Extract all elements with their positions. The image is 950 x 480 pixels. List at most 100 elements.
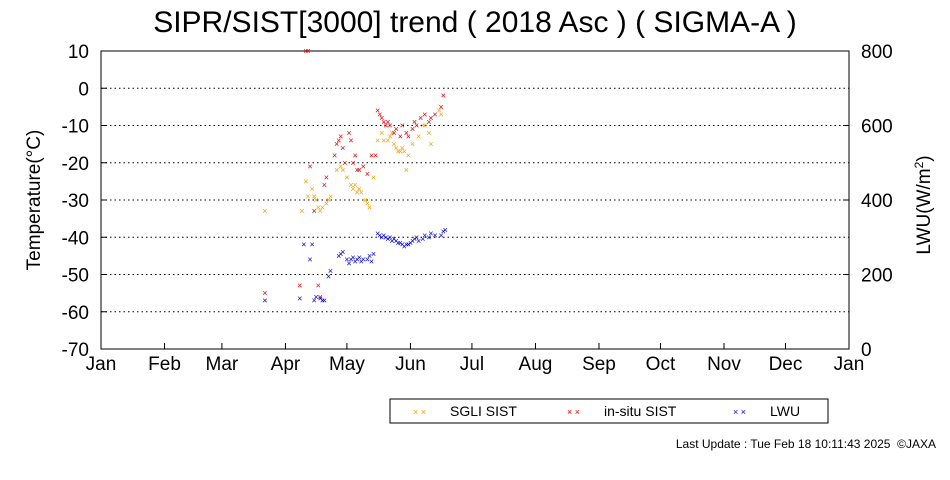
y-tick-label: -70 <box>62 340 89 361</box>
data-point-sgli-sist: × <box>396 147 401 157</box>
x-tick-label: Nov <box>707 354 741 375</box>
data-point-in-situ-sist: × <box>361 161 366 171</box>
data-point-sgli-sist: × <box>299 206 304 216</box>
data-point-lwu: × <box>326 271 331 281</box>
data-point-in-situ-sist: × <box>342 158 347 168</box>
y-axis-title: Temperature(°C) <box>24 130 45 271</box>
data-point-lwu: × <box>311 296 316 306</box>
x-tick-label: Oct <box>646 354 676 375</box>
y2-tick-label: 0 <box>861 340 872 361</box>
data-point-in-situ-sist: × <box>426 117 431 127</box>
y-tick-label: -30 <box>62 191 89 212</box>
data-point-sgli-sist: × <box>428 139 433 149</box>
data-point-in-situ-sist: × <box>334 139 339 149</box>
axis-layer: 100-10-20-30-40-50-60-708006004002000Jan… <box>62 42 893 375</box>
data-point-lwu: × <box>297 294 302 304</box>
data-point-in-situ-sist: × <box>324 173 329 183</box>
x-tick-label: Feb <box>148 354 181 375</box>
data-point-sgli-sist: × <box>348 180 353 190</box>
data-point-in-situ-sist: × <box>355 165 360 175</box>
data-point-lwu: × <box>322 296 327 306</box>
data-point-lwu: × <box>346 258 351 268</box>
data-point-lwu: × <box>400 240 405 250</box>
x-tick-label: Dec <box>769 354 803 375</box>
y-tick-label: 0 <box>78 79 89 100</box>
data-point-lwu: × <box>355 255 360 265</box>
data-point-in-situ-sist: × <box>336 135 341 145</box>
data-point-sgli-sist: × <box>404 165 409 175</box>
data-point-in-situ-sist: × <box>307 161 312 171</box>
data-point-in-situ-sist: × <box>422 109 427 119</box>
x-tick-label: Jan <box>834 354 865 375</box>
data-point-sgli-sist: × <box>340 165 345 175</box>
data-point-lwu: × <box>361 255 366 265</box>
data-point-in-situ-sist: × <box>303 46 308 56</box>
data-point-lwu: × <box>371 249 376 259</box>
data-point-in-situ-sist: × <box>377 109 382 119</box>
data-point-in-situ-sist: × <box>439 102 444 112</box>
data-point-sgli-sist: × <box>355 188 360 198</box>
data-point-sgli-sist: × <box>389 128 394 138</box>
data-point-sgli-sist: × <box>350 184 355 194</box>
data-point-lwu: × <box>307 255 312 265</box>
data-point-lwu: × <box>352 256 357 266</box>
data-point-lwu: × <box>393 236 398 246</box>
data-point-lwu: × <box>441 227 446 237</box>
data-point-lwu: × <box>381 230 386 240</box>
data-point-lwu: × <box>404 240 409 250</box>
data-point-lwu: × <box>301 240 306 250</box>
data-point-in-situ-sist: × <box>393 124 398 134</box>
x-tick-label: Jun <box>395 354 426 375</box>
y-tick-label: -40 <box>62 228 89 249</box>
y2-axis-title-main: LWU(W/m <box>914 168 935 254</box>
data-point-sgli-sist: × <box>314 195 319 205</box>
data-point-sgli-sist: × <box>375 135 380 145</box>
data-point-sgli-sist: × <box>398 147 403 157</box>
data-point-lwu: × <box>432 230 437 240</box>
y2-axis-title: LWU(W/m2) <box>912 155 935 254</box>
y2-tick-label: 800 <box>861 42 893 63</box>
data-point-in-situ-sist: × <box>262 288 267 298</box>
data-point-sgli-sist: × <box>379 128 384 138</box>
x-tick-label: Sep <box>582 354 616 375</box>
x-tick-label: Jul <box>460 354 484 375</box>
y-tick-label: -20 <box>62 154 89 175</box>
data-point-lwu: × <box>414 232 419 242</box>
data-point-sgli-sist: × <box>357 184 362 194</box>
data-point-sgli-sist: × <box>402 147 407 157</box>
data-point-in-situ-sist: × <box>311 206 316 216</box>
data-point-sgli-sist: × <box>359 188 364 198</box>
last-update-text: Last Update : Tue Feb 18 10:11:43 2025 ©… <box>675 437 936 451</box>
y-tick-label: -60 <box>62 303 89 324</box>
data-point-sgli-sist: × <box>303 176 308 186</box>
marks-layer: × ×××××××××××××××××××××××××××××××××××××××… <box>262 46 448 306</box>
x-tick-label: Aug <box>519 354 553 375</box>
data-point-sgli-sist: × <box>316 202 321 212</box>
data-point-lwu: × <box>359 256 364 266</box>
legend: × × SGLI SIST × × in-situ SIST × × LWU <box>389 398 829 424</box>
data-point-sgli-sist: × <box>262 206 267 216</box>
data-point-lwu: × <box>369 256 374 266</box>
data-point-in-situ-sist: × <box>404 128 409 138</box>
data-point-in-situ-sist: × <box>373 150 378 160</box>
data-point-sgli-sist: × <box>309 184 314 194</box>
data-point-lwu: × <box>426 232 431 242</box>
data-point-lwu: × <box>367 251 372 261</box>
data-point-in-situ-sist: × <box>338 132 343 142</box>
x-tick-label: Mar <box>206 354 239 375</box>
legend-label-sgli: SGLI SIST <box>450 403 517 419</box>
data-point-lwu: × <box>416 236 421 246</box>
y2-tick-label: 600 <box>861 117 893 138</box>
legend-box <box>389 398 829 424</box>
data-point-in-situ-sist: × <box>332 150 337 160</box>
data-point-lwu: × <box>357 253 362 263</box>
data-point-sgli-sist: × <box>365 199 370 209</box>
data-point-in-situ-sist: × <box>410 124 415 134</box>
data-point-lwu: × <box>389 236 394 246</box>
data-point-lwu: × <box>387 232 392 242</box>
data-point-in-situ-sist: × <box>381 117 386 127</box>
data-point-in-situ-sist: × <box>322 180 327 190</box>
x-tick-label: Jan <box>86 354 117 375</box>
data-point-in-situ-sist: × <box>441 91 446 101</box>
